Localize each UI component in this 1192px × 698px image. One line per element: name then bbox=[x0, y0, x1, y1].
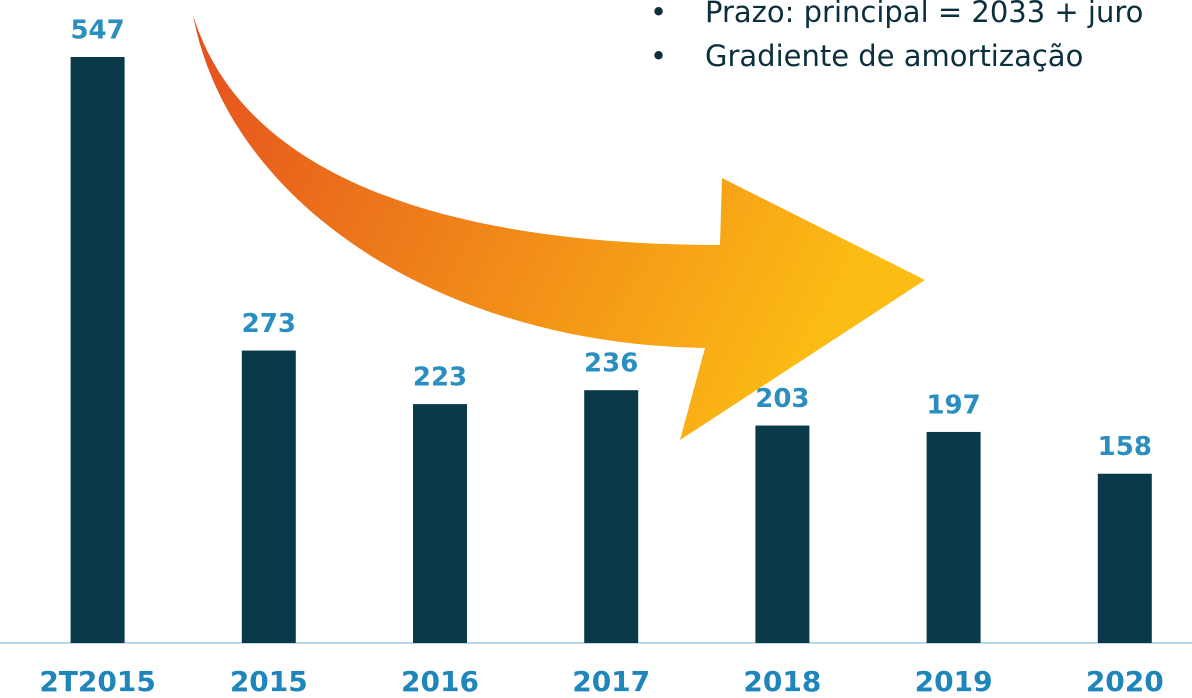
value-label: 197 bbox=[926, 390, 980, 420]
x-tick-label: 2015 bbox=[230, 665, 308, 698]
value-label: 223 bbox=[413, 363, 467, 393]
bullet-text: Gradiente de amortização bbox=[705, 39, 1083, 73]
bar bbox=[755, 425, 810, 643]
x-tick-label: 2018 bbox=[743, 665, 821, 698]
value-label: 236 bbox=[584, 349, 638, 379]
bullet-dot: • bbox=[650, 39, 667, 73]
value-label: 158 bbox=[1098, 432, 1152, 462]
bullet-dot: • bbox=[650, 0, 667, 29]
bullet-text: Prazo: principal = 2033 + juro bbox=[705, 0, 1143, 29]
value-label: 203 bbox=[755, 384, 809, 414]
x-tick-label: 2020 bbox=[1086, 665, 1164, 698]
x-tick-label: 2017 bbox=[572, 665, 650, 698]
value-label: 547 bbox=[70, 16, 124, 46]
value-label: 273 bbox=[242, 309, 296, 339]
bars: 547 2T2015 273 2015 223 2016 236 2017 203 2018 197… bbox=[39, 16, 1163, 698]
bar bbox=[413, 404, 467, 643]
bar bbox=[926, 431, 981, 643]
bar bbox=[241, 350, 296, 643]
bar bbox=[70, 57, 125, 643]
bar bbox=[584, 390, 639, 643]
x-tick-label: 2T2015 bbox=[39, 665, 156, 698]
x-tick-label: 2019 bbox=[915, 665, 993, 698]
bar bbox=[1097, 473, 1152, 643]
x-tick-label: 2016 bbox=[401, 665, 479, 698]
trend-arrow bbox=[193, 15, 925, 440]
